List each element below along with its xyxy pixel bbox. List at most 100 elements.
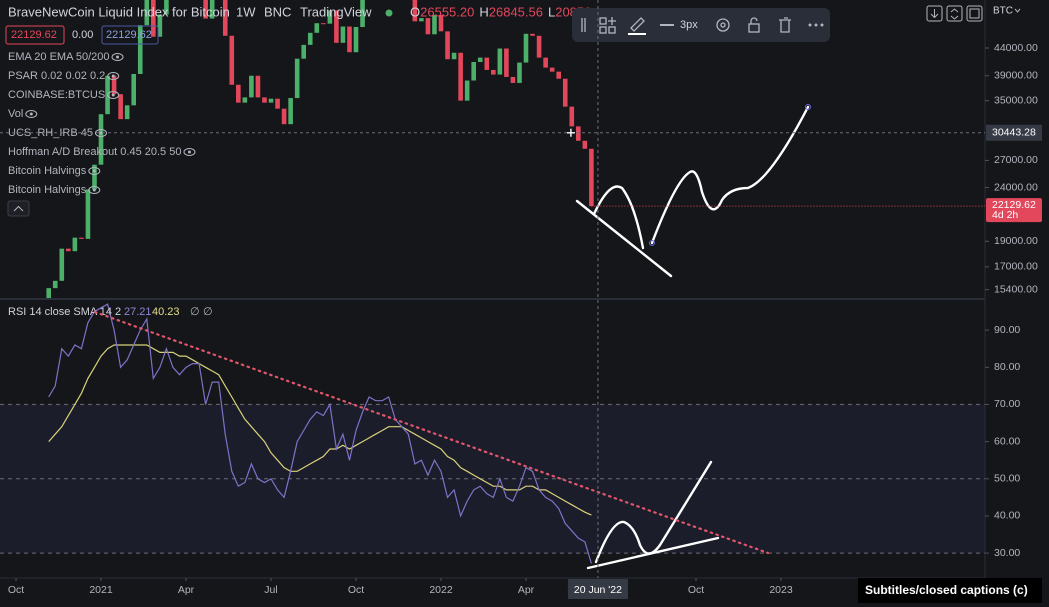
- price-box: [101, 25, 159, 45]
- indicator-label: PSAR 0.02 0.02 0.2: [8, 70, 105, 82]
- candle-body: [157, 14, 163, 37]
- visibility-icon[interactable]: [107, 91, 120, 99]
- candle-body: [111, 75, 117, 95]
- time-tick-label: 2021: [89, 584, 113, 596]
- time-cursor-box: [567, 579, 628, 599]
- pane-button[interactable]: [966, 5, 983, 22]
- rsi-trendline: [93, 310, 770, 555]
- template-icon: [608, 17, 616, 25]
- delete-icon[interactable]: [779, 17, 791, 33]
- candle-body: [301, 44, 307, 59]
- price-tick-label: 27000.00: [994, 154, 1038, 166]
- lock-icon[interactable]: [748, 23, 760, 33]
- candle-body: [491, 69, 496, 75]
- captions[interactable]: Subtitles/closed captions (c): [865, 583, 1028, 597]
- visibility-icon-pupil: [111, 74, 115, 78]
- line-width-label[interactable]: 3px: [680, 19, 698, 31]
- price-tick-label: 19000.00: [994, 235, 1038, 247]
- visibility-icon-pupil: [116, 55, 120, 59]
- currency-menu[interactable]: [1014, 8, 1021, 13]
- more-icon[interactable]: [808, 23, 812, 27]
- template-icon[interactable]: [599, 17, 607, 25]
- rsi-tick-label: 30.00: [994, 547, 1020, 559]
- candle-body: [340, 26, 346, 43]
- settings-icon: [720, 22, 726, 28]
- candle-body: [517, 62, 522, 83]
- candle-body: [79, 237, 84, 239]
- rsi-label: RSI 14 close SMA 14 2: [8, 306, 121, 318]
- visibility-icon[interactable]: [88, 186, 101, 194]
- candle-body: [530, 33, 535, 36]
- sma-value: 40.23: [152, 306, 180, 318]
- candle-body: [536, 35, 542, 58]
- candle-body: [353, 27, 359, 53]
- interval: 1W: [236, 4, 256, 19]
- visibility-icon[interactable]: [94, 129, 107, 137]
- exchange: BNC: [264, 4, 291, 19]
- indicator-label: EMA 20 EMA 50/200: [8, 51, 110, 63]
- candle-body: [582, 140, 588, 149]
- rsi-tick-label: 70.00: [994, 398, 1020, 410]
- candle-body: [288, 98, 293, 125]
- rsi-band: [0, 404, 985, 554]
- pane-button[interactable]: [946, 5, 963, 22]
- visibility-icon[interactable]: [88, 167, 101, 175]
- price-tick-label: 17000.00: [994, 261, 1038, 273]
- price-tick-label: 39000.00: [994, 70, 1038, 82]
- time-cursor-label: 20 Jun '22: [574, 584, 622, 596]
- candle-body: [556, 71, 562, 79]
- time-tick-label: Oct: [8, 584, 24, 596]
- pane-button[interactable]: [926, 5, 943, 22]
- candle-body: [85, 189, 91, 239]
- candle-body: [236, 84, 241, 103]
- visibility-icon-pupil: [29, 112, 33, 116]
- candle-body: [92, 164, 97, 190]
- candle-body: [497, 48, 503, 75]
- ohlc-key: L: [548, 4, 555, 19]
- drawing-handle[interactable]: [805, 104, 811, 110]
- pane-button-icon: [930, 9, 939, 19]
- ohlc-key: H: [479, 4, 488, 19]
- last-price: 22129.62: [992, 199, 1036, 211]
- more-icon: [820, 23, 824, 27]
- candle-body: [131, 73, 137, 106]
- candle-body: [438, 14, 444, 32]
- candle-body: [425, 18, 431, 35]
- drawing-stroke: [592, 185, 645, 250]
- collapse-button[interactable]: [7, 200, 30, 217]
- candle-body: [576, 126, 581, 141]
- symbol: BraveNewCoin Liquid Index for Bitcoin: [8, 4, 230, 19]
- time-tick-label: Jul: [264, 584, 277, 596]
- candle-body: [589, 148, 594, 207]
- visibility-icon[interactable]: [111, 53, 124, 61]
- candle-body: [504, 48, 509, 77]
- time-tick-label: Apr: [178, 584, 195, 596]
- candle-body: [432, 14, 437, 35]
- candle-body: [242, 97, 248, 103]
- rsi-tick-label: 90.00: [994, 324, 1020, 336]
- visibility-icon-pupil: [187, 150, 191, 154]
- candle-body: [471, 62, 477, 81]
- visibility-icon[interactable]: [25, 110, 38, 118]
- drawing-toolbar: [572, 8, 830, 42]
- visibility-icon[interactable]: [107, 72, 120, 80]
- drag-handle[interactable]: [581, 18, 586, 32]
- last-price-box: [986, 198, 1042, 223]
- settings-icon[interactable]: [716, 18, 730, 32]
- candle-body: [46, 288, 52, 298]
- rsi-value: 27.21: [124, 306, 152, 318]
- candle-body: [249, 75, 254, 98]
- crosshair-price-box: [986, 124, 1042, 141]
- candle-body: [255, 75, 261, 98]
- candle-body: [203, 0, 208, 19]
- ohlc-value: 26845.56: [489, 4, 543, 19]
- candle-body: [72, 237, 78, 252]
- drawing-handle[interactable]: [649, 240, 655, 246]
- candle-body: [262, 97, 267, 103]
- candle-body: [334, 10, 339, 43]
- visibility-icon[interactable]: [183, 148, 196, 156]
- candle-body: [66, 248, 71, 252]
- candle-body: [458, 52, 463, 101]
- color-icon[interactable]: [630, 17, 645, 32]
- crosshair-cursor: [566, 128, 575, 137]
